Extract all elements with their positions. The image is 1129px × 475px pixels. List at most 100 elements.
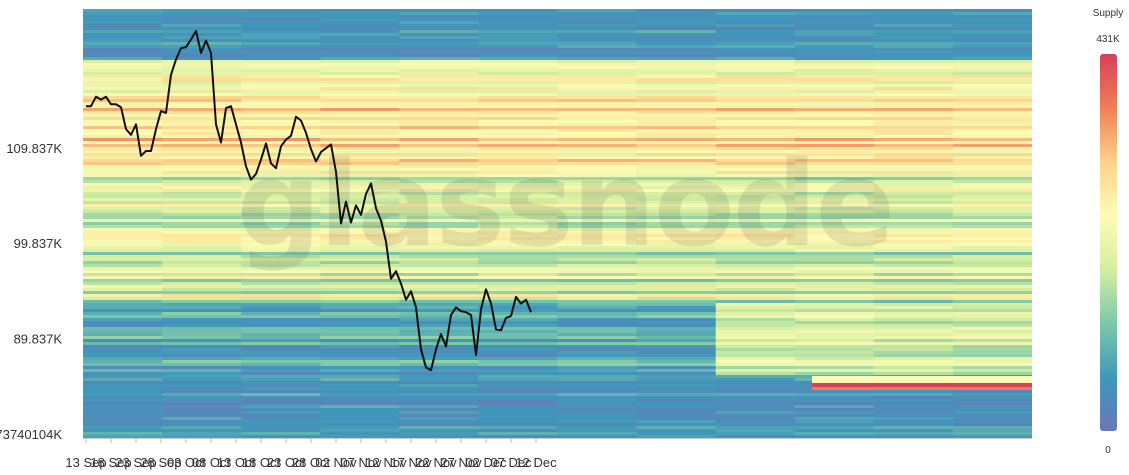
heatmap-cell — [320, 78, 401, 82]
heatmap-cell — [162, 402, 243, 406]
heatmap-cell — [952, 237, 1032, 241]
heatmap-cell — [952, 417, 1032, 421]
heatmap-cell — [794, 18, 875, 22]
heatmap-cell — [241, 177, 322, 181]
heatmap-cell — [636, 378, 717, 382]
heatmap-cell — [399, 405, 480, 409]
heatmap-cell — [162, 99, 243, 103]
heatmap-cell — [478, 213, 559, 217]
heatmap-cell — [636, 402, 717, 406]
heatmap-cell — [83, 237, 164, 241]
heatmap-cell — [399, 150, 480, 154]
heatmap-cell — [320, 258, 401, 262]
x-tick-label: 12 Dec — [515, 455, 557, 470]
heatmap-cell — [557, 387, 638, 391]
heatmap-cell — [83, 252, 164, 256]
heatmap-cell — [320, 156, 401, 160]
heatmap-cell — [873, 363, 954, 367]
heatmap-cell — [162, 42, 243, 46]
heatmap-cell — [241, 300, 322, 304]
heatmap-cell — [952, 132, 1032, 136]
heatmap-cell — [399, 99, 480, 103]
heatmap-cell — [715, 393, 796, 397]
heatmap-cell — [794, 411, 875, 415]
heatmap-cell — [399, 249, 480, 253]
heatmap-cell — [715, 342, 796, 346]
heatmap-cell — [478, 96, 559, 100]
heatmap-cell — [873, 210, 954, 214]
heatmap-cell — [241, 165, 322, 169]
heatmap-cell — [873, 360, 954, 364]
heatmap-cell — [715, 273, 796, 277]
heatmap-cell — [83, 249, 164, 253]
heatmap-cell — [241, 318, 322, 322]
heatmap-cell — [83, 324, 164, 328]
heatmap-cell — [241, 231, 322, 235]
heatmap-cell — [241, 387, 322, 391]
heatmap-cell — [320, 273, 401, 277]
heatmap-cell — [241, 420, 322, 424]
heatmap-cell — [715, 399, 796, 403]
heatmap-cell — [83, 402, 164, 406]
heatmap-cell — [952, 123, 1032, 127]
heatmap-cell — [715, 396, 796, 400]
heatmap-cell — [952, 33, 1032, 37]
heatmap-cell — [636, 192, 717, 196]
heatmap-cell — [873, 123, 954, 127]
heatmap-cell — [162, 12, 243, 16]
heatmap-cell — [952, 399, 1032, 403]
heatmap-cell — [399, 408, 480, 412]
heatmap-cell — [715, 114, 796, 118]
heatmap-cell — [557, 270, 638, 274]
heatmap-cell — [83, 267, 164, 271]
heatmap-cell — [320, 378, 401, 382]
heatmap-cell — [320, 189, 401, 193]
heatmap-cell — [873, 324, 954, 328]
heatmap-cell — [873, 111, 954, 115]
heatmap-cell — [162, 153, 243, 157]
heatmap-cell — [557, 192, 638, 196]
heatmap-cell — [952, 72, 1032, 76]
heatmap-cell — [399, 366, 480, 370]
heatmap-cell — [557, 279, 638, 283]
heatmap-cell — [478, 21, 559, 25]
heatmap-cell — [241, 159, 322, 163]
heatmap-cell — [952, 198, 1032, 202]
heatmap-cell — [557, 372, 638, 376]
heatmap-cell — [794, 57, 875, 61]
heatmap-cell — [241, 327, 322, 331]
heatmap-cell — [873, 21, 954, 25]
heatmap-cell — [873, 432, 954, 436]
heatmap-cell — [399, 396, 480, 400]
heatmap-cell — [162, 360, 243, 364]
heatmap-cell — [83, 54, 164, 58]
heatmap-cell — [241, 252, 322, 256]
heatmap-cell — [320, 159, 401, 163]
heatmap-cell — [952, 30, 1032, 34]
colorbar-min-label: 0 — [1105, 445, 1111, 456]
heatmap-cell — [794, 150, 875, 154]
heatmap-cell — [873, 150, 954, 154]
heatmap-cell — [83, 21, 164, 25]
heatmap-cell — [794, 294, 875, 298]
heatmap-cell — [162, 258, 243, 262]
heatmap-cell — [320, 69, 401, 73]
heatmap-cell — [399, 141, 480, 145]
heatmap-cell — [636, 132, 717, 136]
heatmap-cell — [241, 153, 322, 157]
heatmap-cell — [557, 108, 638, 112]
heatmap-cell — [241, 63, 322, 67]
heatmap-cell — [873, 348, 954, 352]
heatmap-cell — [399, 168, 480, 172]
heatmap-cell — [241, 408, 322, 412]
heatmap-cell — [715, 327, 796, 331]
heatmap-cell — [241, 378, 322, 382]
heatmap-cell — [557, 66, 638, 70]
heatmap-cell — [557, 210, 638, 214]
heatmap-cell — [794, 204, 875, 208]
heatmap-cell — [715, 324, 796, 328]
heatmap-cell — [636, 180, 717, 184]
heatmap-cell — [794, 81, 875, 85]
heatmap-cell — [399, 399, 480, 403]
heatmap-cell — [715, 141, 796, 145]
